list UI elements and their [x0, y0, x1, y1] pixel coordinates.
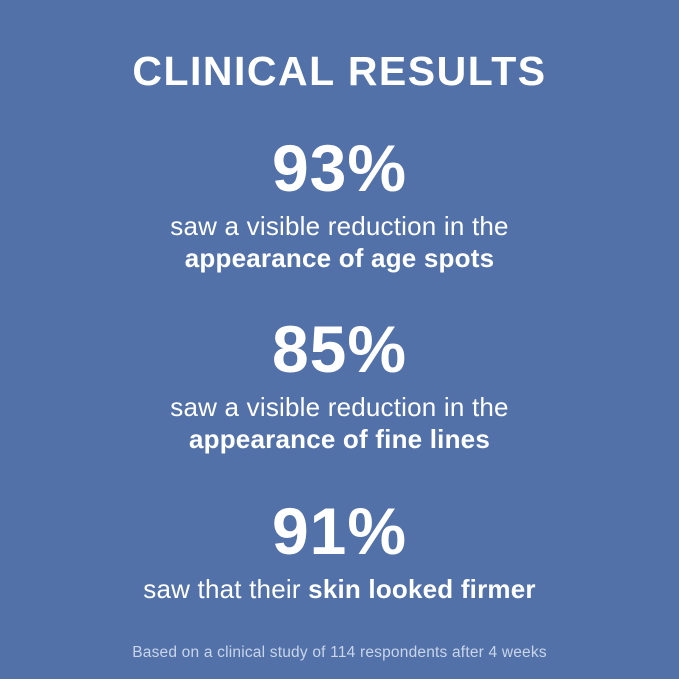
stat-value-age-spots: 93% [271, 131, 408, 206]
page-title: CLINICAL RESULTS [132, 48, 547, 94]
stat-value-fine-lines: 85% [271, 312, 408, 387]
stat-caption-line1: saw a visible reduction in the [170, 211, 509, 242]
stat-caption-line2-bold: appearance of fine lines [188, 424, 490, 455]
study-footnote: Based on a clinical study of 114 respond… [132, 643, 547, 661]
stat-caption-bold: skin looked firmer [308, 573, 536, 604]
stat-block-firmness: 91% saw that their skin looked firmer [143, 498, 535, 606]
stat-value-firmness: 91% [271, 493, 408, 568]
stat-caption-fine-lines: saw a visible reduction in the appearanc… [170, 392, 508, 455]
stat-caption-prefix: saw that their [143, 573, 301, 604]
stat-caption-firmness: saw that their skin looked firmer [143, 574, 535, 606]
stat-block-fine-lines: 85% saw a visible reduction in the appea… [170, 316, 508, 455]
stat-caption-age-spots: saw a visible reduction in the appearanc… [170, 211, 508, 274]
stat-block-age-spots: 93% saw a visible reduction in the appea… [170, 135, 508, 274]
stat-caption-line1: saw a visible reduction in the [170, 392, 509, 423]
stat-caption-line2-bold: appearance of age spots [184, 242, 495, 273]
